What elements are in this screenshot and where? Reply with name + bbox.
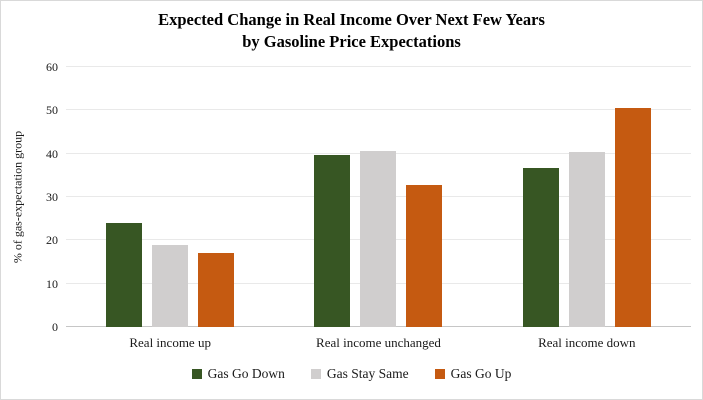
y-tick-label-40: 40	[46, 146, 58, 161]
legend-swatch-icon	[434, 369, 445, 379]
legend: Gas Go Down Gas Stay Same Gas Go Up	[1, 366, 702, 382]
y-tick-label-20: 20	[46, 233, 58, 248]
category-label-real-income-unchanged: Real income unchanged	[316, 335, 441, 350]
bar-groups	[66, 67, 691, 327]
bar-group-real-income-up	[66, 67, 274, 327]
legend-item-gas-go-down: Gas Go Down	[191, 366, 285, 382]
legend-label: Gas Go Up	[450, 366, 512, 381]
chart-title: Expected Change in Real Income Over Next…	[1, 9, 702, 53]
legend-item-gas-stay-same: Gas Stay Same	[310, 366, 409, 382]
bar-gas-stay-same-real-income-up	[152, 244, 189, 327]
legend-label: Gas Go Down	[207, 366, 285, 381]
bar-gas-go-up-real-income-up	[198, 252, 235, 327]
y-gridline-50	[66, 109, 691, 111]
bar-gas-go-up-real-income-unchanged	[406, 185, 443, 327]
y-tick-label-60: 60	[46, 60, 58, 74]
chart-title-line2: by Gasoline Price Expectations	[242, 32, 461, 51]
legend-item-gas-go-up: Gas Go Up	[434, 366, 512, 382]
y-tick-label-50: 50	[46, 103, 58, 118]
bar-gas-go-up-real-income-down	[614, 107, 651, 327]
bar-gas-go-down-real-income-up	[106, 223, 143, 327]
legend-swatch-icon	[310, 369, 321, 379]
bar-group-real-income-down	[483, 67, 691, 327]
category-label-real-income-down: Real income down	[538, 335, 636, 350]
legend-label: Gas Stay Same	[326, 366, 409, 381]
x-axis-category-labels: Real income up Real income unchanged Real …	[66, 335, 691, 351]
y-tick-label-10: 10	[46, 276, 58, 291]
bar-gas-go-down-real-income-unchanged	[314, 155, 351, 327]
bar-gas-go-down-real-income-down	[522, 167, 559, 327]
bar-group-real-income-unchanged	[274, 67, 482, 327]
y-tick-label-30: 30	[46, 190, 58, 204]
chart-title-line1: Expected Change in Real Income Over Next…	[158, 10, 545, 29]
y-tick-label-0: 0	[52, 320, 58, 334]
legend-swatch-icon	[191, 369, 202, 379]
bar-gas-stay-same-real-income-unchanged	[360, 150, 397, 327]
bar-gas-stay-same-real-income-down	[568, 151, 605, 327]
plot-area: 0 10 20 30 40 50 60	[46, 60, 691, 334]
y-gridline-60	[66, 66, 691, 67]
category-label-real-income-up: Real income up	[129, 335, 211, 350]
